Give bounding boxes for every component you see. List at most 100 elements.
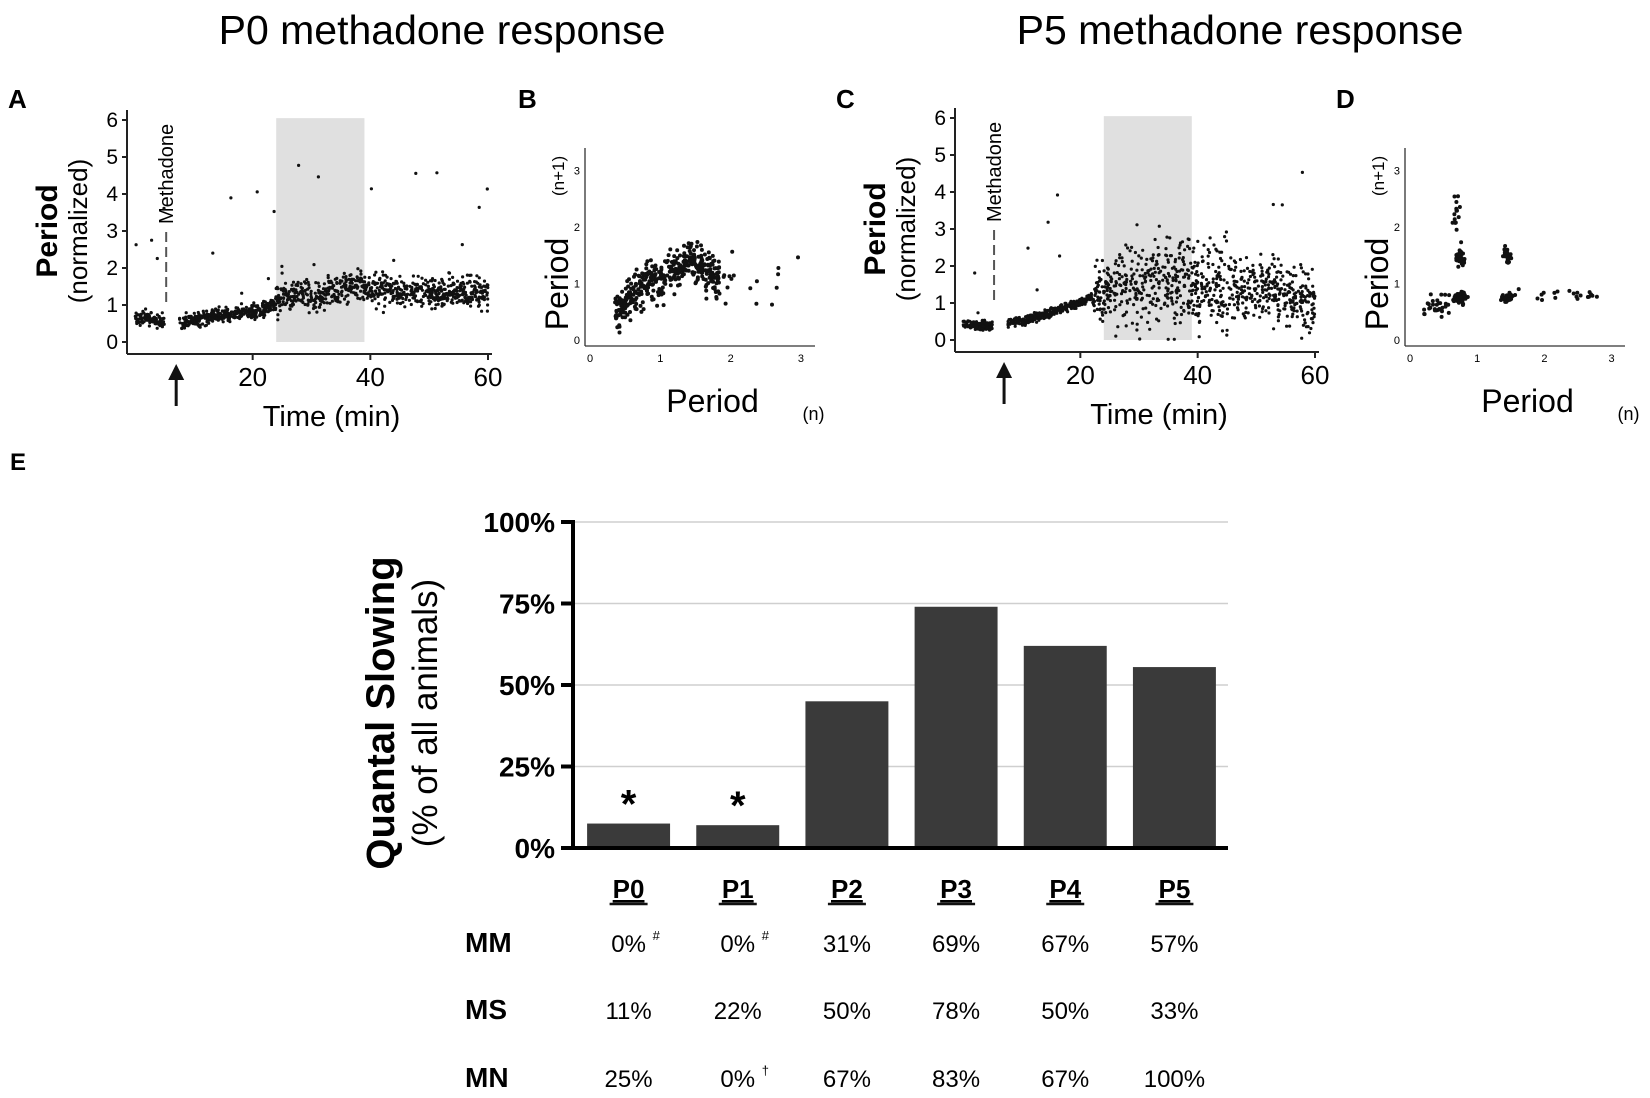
data-point	[1166, 258, 1170, 262]
data-point	[678, 253, 682, 258]
data-point	[314, 294, 318, 298]
data-point	[1175, 291, 1179, 295]
data-point	[1182, 309, 1186, 313]
data-point	[367, 276, 371, 280]
data-point	[1159, 269, 1163, 273]
y-tick-label: 1	[934, 292, 946, 315]
data-point	[1311, 302, 1315, 306]
data-point	[1147, 294, 1151, 298]
data-point	[613, 296, 618, 301]
data-point	[1171, 302, 1175, 306]
data-point	[399, 294, 403, 298]
data-point	[625, 279, 630, 284]
data-point	[722, 273, 727, 278]
data-point	[662, 280, 667, 285]
data-point	[1292, 265, 1296, 269]
data-point	[429, 290, 433, 294]
data-point	[363, 288, 367, 293]
data-point	[1238, 257, 1242, 262]
data-point	[486, 286, 490, 290]
data-point	[1164, 247, 1168, 251]
data-point	[1183, 284, 1187, 288]
data-point	[1452, 212, 1457, 217]
data-point	[161, 320, 166, 324]
data-point	[254, 311, 258, 315]
data-point	[1133, 250, 1137, 255]
data-point	[626, 284, 631, 289]
data-point	[279, 288, 284, 292]
data-point	[1263, 283, 1267, 287]
data-point	[1048, 314, 1052, 318]
data-point	[1294, 274, 1298, 278]
data-point	[1035, 320, 1039, 324]
significance-marker: *	[621, 783, 637, 827]
data-point	[1278, 309, 1282, 313]
y-tick-label: 2	[574, 222, 580, 234]
data-point	[1310, 267, 1314, 271]
data-point	[455, 286, 459, 290]
data-point	[1244, 256, 1249, 260]
data-point	[1456, 194, 1460, 199]
data-point	[1095, 307, 1099, 311]
data-point	[1250, 299, 1254, 304]
data-point	[288, 307, 292, 311]
data-point	[309, 289, 313, 293]
data-point	[1298, 305, 1302, 309]
data-point	[276, 313, 280, 317]
data-point	[1454, 227, 1459, 232]
data-point	[708, 267, 713, 272]
data-point	[1258, 294, 1262, 298]
data-point	[1271, 202, 1275, 207]
data-point	[433, 306, 437, 311]
x-axis-label: Time (min)	[1090, 399, 1227, 431]
data-point	[776, 272, 781, 277]
data-point	[1196, 314, 1200, 318]
data-point	[461, 292, 465, 296]
data-point	[977, 326, 981, 330]
panel-b-chart: 0 1 2 3 0 1 2 3 Period (n+1) Period (n)	[539, 148, 825, 424]
data-point	[447, 277, 451, 281]
data-point	[1026, 246, 1030, 250]
data-point	[440, 304, 444, 308]
data-point	[1166, 260, 1170, 264]
data-point	[1303, 321, 1307, 325]
data-point	[1033, 314, 1037, 318]
data-point	[1157, 224, 1161, 228]
data-point	[1120, 260, 1124, 264]
data-point	[239, 302, 244, 306]
data-point	[770, 302, 774, 307]
data-point	[1253, 279, 1258, 283]
data-point	[1300, 309, 1304, 313]
data-point	[1218, 289, 1222, 293]
data-point	[361, 295, 365, 299]
data-point	[1260, 310, 1264, 314]
data-point	[1128, 297, 1132, 301]
data-point	[723, 301, 728, 306]
data-point	[1215, 320, 1219, 325]
data-point	[621, 298, 626, 303]
data-point	[1190, 292, 1194, 297]
data-point	[624, 303, 629, 308]
data-point	[1154, 303, 1158, 308]
data-point	[1454, 255, 1459, 260]
data-point	[1239, 288, 1244, 292]
data-point	[1273, 285, 1277, 290]
data-point	[1312, 315, 1316, 319]
data-point	[294, 288, 298, 292]
data-point	[1147, 311, 1151, 315]
data-point	[1166, 337, 1170, 341]
data-point	[389, 277, 393, 281]
data-point	[1555, 289, 1560, 294]
data-point	[1200, 287, 1204, 291]
data-point	[415, 282, 419, 286]
data-point	[1098, 290, 1102, 294]
data-point	[1166, 304, 1170, 308]
data-point	[430, 277, 435, 281]
data-point	[1185, 272, 1189, 276]
data-point	[1271, 282, 1275, 286]
data-point	[648, 258, 653, 263]
data-point	[291, 300, 295, 304]
data-point	[1200, 255, 1204, 259]
data-point	[681, 259, 686, 264]
data-point	[1306, 325, 1310, 329]
